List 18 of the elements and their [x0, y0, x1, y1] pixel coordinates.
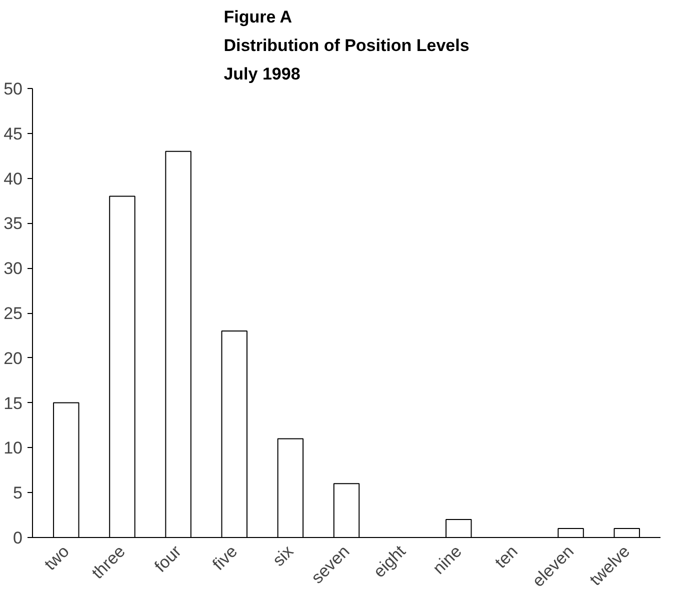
- x-tick-label: two: [40, 542, 73, 574]
- y-tick-label: 20: [4, 348, 23, 368]
- x-tick-label: five: [208, 542, 242, 574]
- y-tick-label: 30: [4, 259, 23, 278]
- y-tick-label: 5: [13, 484, 23, 503]
- x-tick-label: nine: [429, 542, 466, 578]
- y-tick-label: 0: [13, 528, 23, 548]
- y-tick-label: 40: [4, 169, 23, 188]
- y-tick-label: 25: [4, 304, 23, 323]
- x-tick-label: four: [150, 542, 186, 576]
- x-tick-label: ten: [491, 542, 522, 572]
- x-tick-label: six: [269, 541, 298, 570]
- chart-title: Figure A Distribution of Position Levels July 1998: [224, 8, 470, 84]
- y-tick-label: 10: [4, 438, 23, 458]
- y-tick-label: 15: [4, 394, 23, 413]
- y-tick-label: 35: [4, 214, 23, 234]
- y-tick-label: 50: [4, 80, 23, 98]
- y-tick-label: 45: [4, 124, 23, 144]
